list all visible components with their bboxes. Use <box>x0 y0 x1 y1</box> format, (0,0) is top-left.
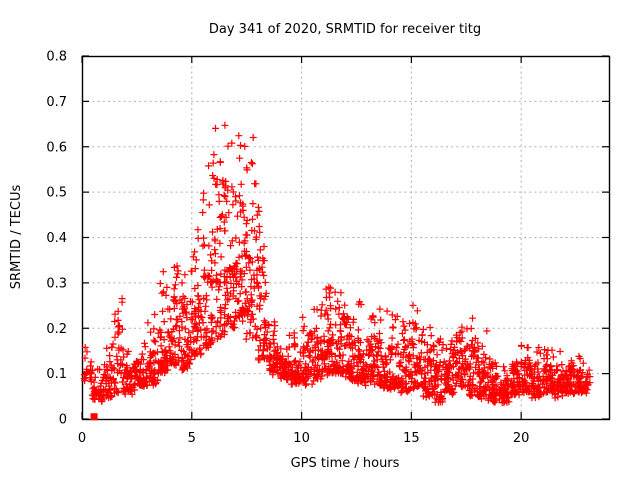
y-tick-label: 0.1 <box>46 367 67 382</box>
x-tick-label: 20 <box>513 431 530 446</box>
x-tick-label: 10 <box>293 431 310 446</box>
y-tick-label: 0.8 <box>46 50 67 65</box>
y-tick-label: 0.6 <box>46 140 67 155</box>
x-tick-labels: 0 5 10 15 20 <box>78 431 530 446</box>
x-tick-label: 15 <box>403 431 420 446</box>
y-tick-label: 0.5 <box>46 186 67 201</box>
flagged-points <box>90 413 98 421</box>
y-tick-labels: 0 0.1 0.2 0.3 0.4 0.5 0.6 0.7 0.8 <box>46 50 67 428</box>
plot-border <box>81 55 611 421</box>
y-tick-label: 0.2 <box>46 322 67 337</box>
x-tick-label: 5 <box>188 431 196 446</box>
y-tick-label: 0 <box>59 413 67 428</box>
y-tick-label: 0.7 <box>46 95 67 110</box>
x-axis-label: GPS time / hours <box>291 456 400 471</box>
scatter-points <box>80 121 594 407</box>
srmtid-plus-markers <box>80 121 594 407</box>
flagged-point-marker <box>90 413 98 421</box>
y-tick-label: 0.3 <box>46 276 67 291</box>
y-axis-label: SRMTID / TECUs <box>9 185 24 290</box>
x-tick-label: 0 <box>78 431 86 446</box>
chart-title: Day 341 of 2020, SRMTID for receiver tit… <box>209 22 481 37</box>
y-tick-label: 0.4 <box>46 231 67 246</box>
